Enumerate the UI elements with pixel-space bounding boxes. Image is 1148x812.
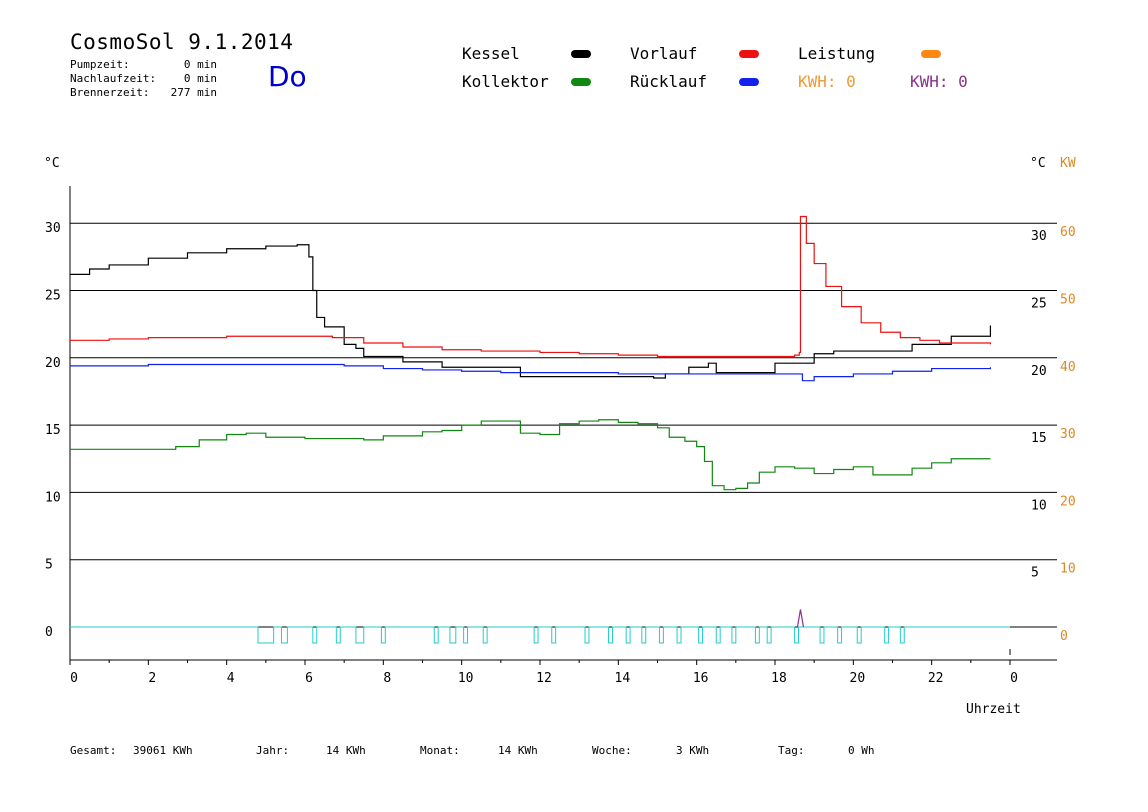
legend-kollektor-label: Kollektor: [462, 72, 549, 91]
series-ruecklauf: [70, 363, 992, 382]
series-kessel: [70, 244, 992, 379]
x-tick-label-8: 16: [693, 671, 709, 686]
y-tick-left-5: 5: [45, 558, 53, 573]
y-tick-right-kw-30: 30: [1060, 427, 1076, 442]
stat-brennerzeit-value: 277 min: [170, 86, 217, 99]
legend-kessel-label: Kessel: [462, 44, 520, 63]
y-tick-left-30: 30: [45, 221, 61, 236]
legend-leistung-swatch: [921, 50, 941, 58]
legend-leistung-label: Leistung: [798, 44, 876, 63]
x-tick-label-1: 2: [148, 671, 156, 686]
y-tick-left-15: 15: [45, 423, 61, 438]
legend-ruecklauf-swatch: [739, 78, 759, 86]
x-tick-label-6: 12: [536, 671, 552, 686]
y-tick-left-10: 10: [45, 490, 61, 505]
footer-gesamt-label: Gesamt:: [70, 744, 117, 757]
x-tick-label-4: 8: [383, 671, 391, 686]
legend-vorlauf-label: Vorlauf: [630, 44, 698, 63]
y-tick-left-0: 0: [45, 625, 53, 640]
series-kollektor: [70, 419, 991, 491]
weekday-label: Do: [268, 60, 307, 93]
y-tick-left-20: 20: [45, 356, 61, 371]
stat-pumpzeit-label: Pumpzeit:: [70, 58, 130, 71]
legend-ruecklauf-label: Rücklauf: [630, 72, 708, 91]
y-tick-right-kw-50: 50: [1060, 293, 1076, 308]
footer-monat-value: 14 KWh: [498, 744, 538, 757]
y-tick-right-kw-60: 60: [1060, 225, 1076, 240]
legend-kollektor-swatch: [571, 78, 591, 86]
x-tick-label-5: 10: [458, 671, 474, 686]
stat-nachlaufzeit-label: Nachlaufzeit:: [70, 72, 157, 85]
x-tick-label-3: 6: [305, 671, 313, 686]
y-tick-right-c-15: 15: [1031, 431, 1047, 446]
y-tick-right-c-30: 30: [1031, 229, 1047, 244]
series-vorlauf: [70, 215, 992, 358]
footer-jahr-label: Jahr:: [256, 744, 290, 757]
y-axis-left-unit: °C: [44, 156, 60, 171]
x-tick-label-7: 14: [615, 671, 631, 686]
series-leistung-spike: [796, 609, 805, 628]
x-tick-label-11: 22: [928, 671, 944, 686]
x-tick-label-12: 0: [1010, 671, 1018, 686]
footer-tag-label: Tag:: [778, 744, 805, 757]
footer-tag-value: 0 Wh: [848, 744, 875, 757]
y-tick-right-c-20: 20: [1031, 364, 1047, 379]
y-tick-right-kw-20: 20: [1060, 494, 1076, 509]
y-axis-right-c-unit: °C: [1030, 156, 1046, 171]
y-axis-right-kw-unit: KW: [1060, 156, 1076, 171]
kwh-purple-label: KWH: 0: [910, 72, 968, 91]
x-tick-label-10: 20: [850, 671, 866, 686]
y-tick-right-kw-10: 10: [1060, 562, 1076, 577]
x-tick-label-2: 4: [227, 671, 235, 686]
series-brenner-pulses: [70, 626, 1010, 644]
kwh-orange-label: KWH: 0: [798, 72, 856, 91]
y-tick-right-c-5: 5: [1031, 566, 1039, 581]
stat-pumpzeit-value: 0 min: [183, 58, 217, 71]
y-tick-right-c-10: 10: [1031, 498, 1047, 513]
legend-vorlauf-swatch: [739, 50, 759, 58]
legend-kessel-swatch: [571, 50, 591, 58]
footer-woche-value: 3 KWh: [676, 744, 710, 757]
y-tick-right-c-25: 25: [1031, 297, 1047, 312]
page-title: CosmoSol 9.1.2014: [70, 30, 294, 54]
x-tick-label-0: 0: [70, 671, 78, 686]
footer-monat-label: Monat:: [420, 744, 460, 757]
y-tick-right-kw-0: 0: [1060, 629, 1068, 644]
footer-jahr-value: 14 KWh: [326, 744, 366, 757]
x-tick-label-9: 18: [771, 671, 787, 686]
footer-gesamt-value: 39061 KWh: [133, 744, 193, 757]
footer-woche-label: Woche:: [592, 744, 632, 757]
y-tick-right-kw-40: 40: [1060, 360, 1076, 375]
y-tick-left-25: 25: [45, 289, 61, 304]
stat-nachlaufzeit-value: 0 min: [183, 72, 217, 85]
x-axis-label: Uhrzeit: [966, 702, 1021, 717]
stat-brennerzeit-label: Brennerzeit:: [70, 86, 150, 99]
